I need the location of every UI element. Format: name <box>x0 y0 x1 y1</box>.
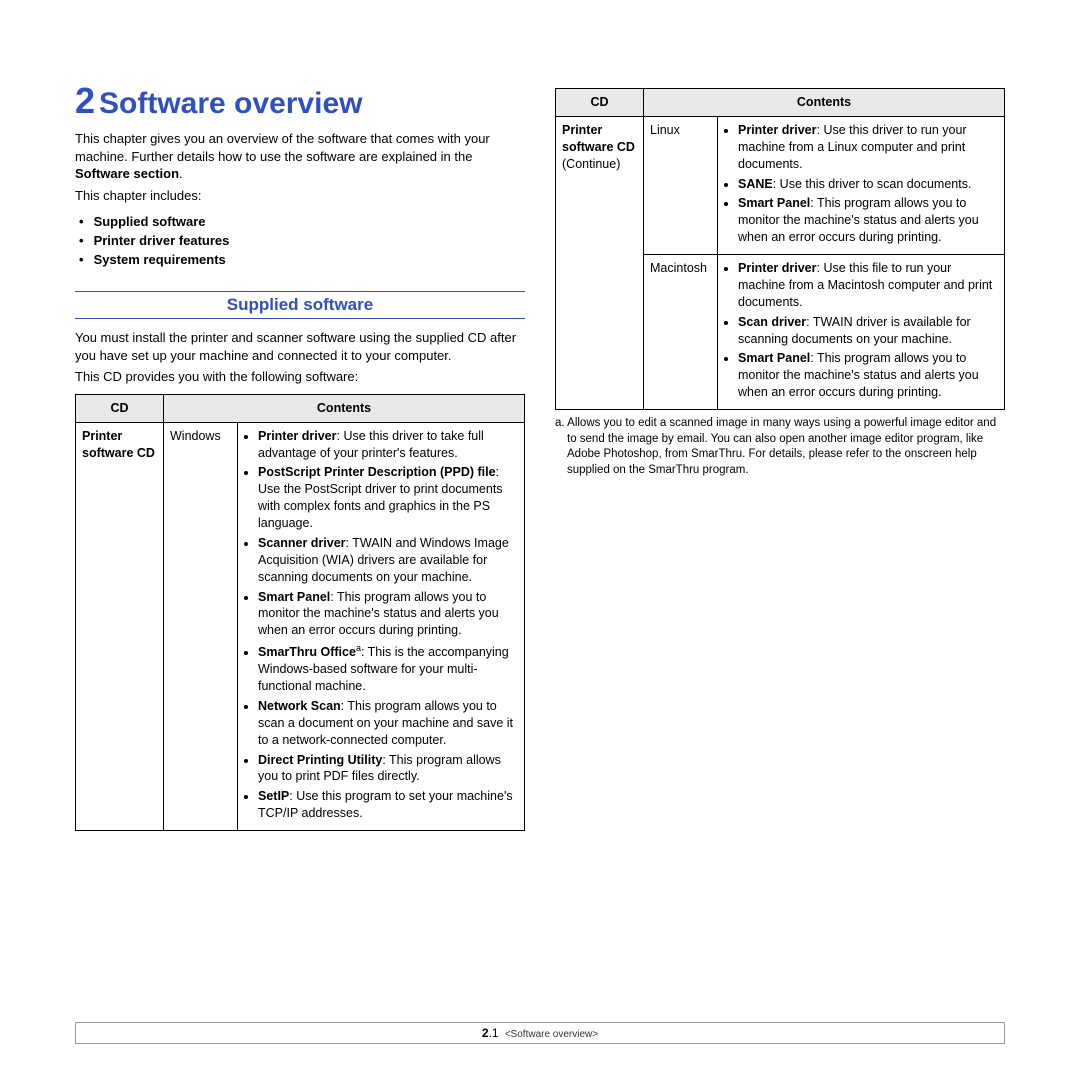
toc-item: Supplied software <box>75 214 525 229</box>
list-item: Scanner driver: TWAIN and Windows Image … <box>258 535 518 586</box>
page: 2Software overview This chapter gives yo… <box>0 0 1080 871</box>
toc-item: Printer driver features <box>75 233 525 248</box>
cd-cell: Printer software CD <box>76 422 164 830</box>
section-para: This CD provides you with the following … <box>75 368 525 386</box>
chapter-includes: This chapter includes: <box>75 187 525 205</box>
page-number-sub: .1 <box>489 1026 499 1040</box>
chapter-number: 2 <box>75 80 95 121</box>
section-heading: Supplied software <box>75 291 525 319</box>
intro-paragraph: This chapter gives you an overview of th… <box>75 130 525 183</box>
chapter-toc: Supplied software Printer driver feature… <box>75 214 525 267</box>
right-column: CD Contents Printer software CD (Continu… <box>555 80 1005 831</box>
contents-cell: Printer driver: Use this driver to take … <box>238 422 525 830</box>
contents-cell: Printer driver: Use this file to run you… <box>718 255 1005 410</box>
os-cell: Windows <box>164 422 238 830</box>
software-table-right: CD Contents Printer software CD (Continu… <box>555 88 1005 410</box>
list-item: Network Scan: This program allows you to… <box>258 698 518 749</box>
page-number-main: 2 <box>482 1026 489 1040</box>
list-item: Printer driver: Use this driver to take … <box>258 428 518 462</box>
software-table-left: CD Contents Printer software CD Windows … <box>75 394 525 831</box>
list-item: SmarThru Officea: This is the accompanyi… <box>258 642 518 695</box>
left-column: 2Software overview This chapter gives yo… <box>75 80 525 831</box>
page-label: <Software overview> <box>505 1029 598 1040</box>
chapter-title: 2Software overview <box>75 80 525 122</box>
list-item: Scan driver: TWAIN driver is available f… <box>738 314 998 348</box>
th-contents: Contents <box>164 394 525 422</box>
th-cd: CD <box>556 89 644 117</box>
list-item: Smart Panel: This program allows you to … <box>258 589 518 640</box>
th-cd: CD <box>76 394 164 422</box>
contents-cell: Printer driver: Use this driver to run y… <box>718 116 1005 254</box>
th-contents: Contents <box>644 89 1005 117</box>
section-para: You must install the printer and scanner… <box>75 329 525 364</box>
list-item: PostScript Printer Description (PPD) fil… <box>258 464 518 532</box>
page-footer: 2.1 <Software overview> <box>75 1022 1005 1044</box>
list-item: SANE: Use this driver to scan documents. <box>738 176 998 193</box>
list-item: Printer driver: Use this file to run you… <box>738 260 998 311</box>
footnote: a. Allows you to edit a scanned image in… <box>555 416 1005 478</box>
list-item: Printer driver: Use this driver to run y… <box>738 122 998 173</box>
toc-item: System requirements <box>75 252 525 267</box>
os-cell: Linux <box>644 116 718 254</box>
list-item: Direct Printing Utility: This program al… <box>258 752 518 786</box>
list-item: SetIP: Use this program to set your mach… <box>258 788 518 822</box>
chapter-title-text: Software overview <box>99 87 362 120</box>
list-item: Smart Panel: This program allows you to … <box>738 195 998 246</box>
os-cell: Macintosh <box>644 255 718 410</box>
cd-cell: Printer software CD (Continue) <box>556 116 644 409</box>
list-item: Smart Panel: This program allows you to … <box>738 350 998 401</box>
